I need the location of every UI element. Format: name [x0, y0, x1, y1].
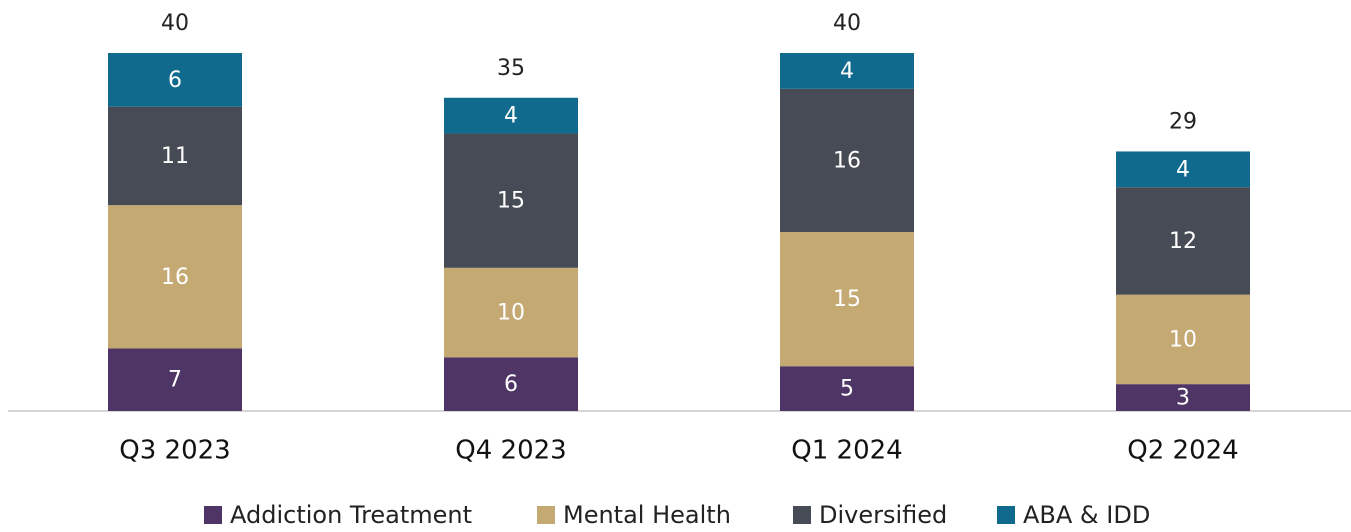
legend-label: Diversified	[819, 501, 947, 529]
bar-segment	[444, 97, 578, 134]
data-label: 16	[161, 265, 189, 290]
data-label: 4	[1176, 157, 1190, 182]
bar-segment	[108, 348, 242, 411]
bar-segment	[108, 106, 242, 206]
data-label: 12	[1169, 229, 1197, 254]
legend-swatch	[537, 506, 555, 524]
total-label: 35	[497, 56, 525, 81]
data-label: 3	[1176, 386, 1190, 411]
legend-label: Mental Health	[563, 501, 731, 529]
data-label: 5	[840, 377, 854, 402]
bar-segment	[780, 53, 914, 89]
bar-segment	[444, 357, 578, 411]
legend-swatch	[204, 506, 222, 524]
data-label: 15	[833, 287, 861, 312]
total-label: 40	[161, 11, 189, 36]
data-label: 6	[168, 68, 182, 93]
x-tick-label: Q4 2023	[455, 436, 566, 466]
data-label: 10	[1169, 327, 1197, 352]
bar-segment	[780, 88, 914, 232]
bar-segment	[780, 232, 914, 367]
x-tick-label: Q2 2024	[1127, 436, 1238, 466]
bar-segment	[444, 133, 578, 268]
data-label: 11	[161, 144, 189, 169]
data-label: 7	[168, 368, 182, 393]
bar-segment	[1116, 294, 1250, 385]
data-label: 16	[833, 148, 861, 173]
x-tick-label: Q3 2023	[119, 436, 230, 466]
legend-label: ABA & IDD	[1023, 501, 1150, 529]
data-label: 15	[497, 189, 525, 214]
bar-segment	[780, 366, 914, 411]
bar-segment	[1116, 384, 1250, 411]
total-label: 29	[1169, 109, 1197, 134]
bar-segment	[108, 53, 242, 107]
data-label: 4	[504, 104, 518, 129]
total-label: 40	[833, 11, 861, 36]
bar-segment	[108, 205, 242, 349]
bar-segment	[1116, 151, 1250, 188]
bar-segment	[1116, 187, 1250, 295]
legend-label: Addiction Treatment	[230, 501, 472, 529]
data-label: 4	[840, 59, 854, 84]
data-label: 6	[504, 372, 518, 397]
legend-swatch	[997, 506, 1015, 524]
x-tick-label: Q1 2024	[791, 436, 902, 466]
data-label: 10	[497, 301, 525, 326]
bar-segment	[444, 267, 578, 358]
legend-swatch	[793, 506, 811, 524]
